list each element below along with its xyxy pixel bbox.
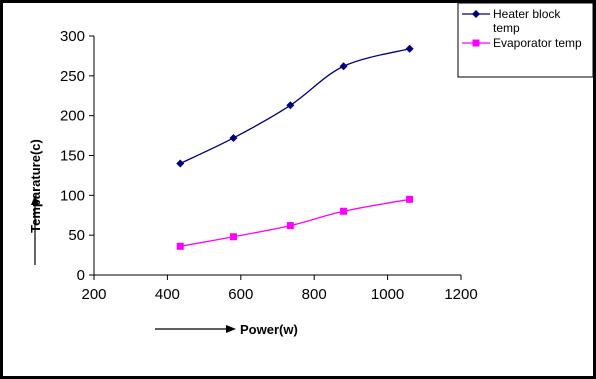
series-2 bbox=[176, 195, 414, 250]
y-tick-label: 50 bbox=[68, 227, 85, 244]
data-point bbox=[339, 62, 348, 71]
tick-marks bbox=[89, 35, 462, 280]
y-tick-label: 100 bbox=[60, 187, 85, 204]
x-tick-label: 600 bbox=[228, 286, 253, 303]
series-line bbox=[179, 48, 410, 165]
data-point bbox=[176, 159, 185, 168]
data-point bbox=[286, 222, 294, 230]
legend-label: Evaporator temp bbox=[493, 36, 582, 50]
data-point bbox=[286, 101, 295, 110]
y-axis-arrow-head bbox=[31, 195, 39, 205]
x-tick-label: 1200 bbox=[444, 286, 477, 303]
x-tick-label: 200 bbox=[81, 286, 106, 303]
y-axis-title-group: Temparature(c) bbox=[28, 139, 43, 265]
y-tick-label: 150 bbox=[60, 148, 85, 165]
data-point bbox=[405, 44, 414, 53]
series bbox=[176, 44, 414, 250]
y-tick-label: 0 bbox=[77, 267, 85, 284]
legend-entry: Evaporator temp bbox=[462, 36, 582, 50]
data-point bbox=[176, 242, 184, 250]
series-1 bbox=[176, 44, 414, 168]
x-axis-title-group: Power(w) bbox=[155, 322, 298, 337]
x-tick-label: 800 bbox=[302, 286, 327, 303]
x-tick-label: 400 bbox=[155, 286, 180, 303]
data-point bbox=[406, 195, 414, 203]
legend-label: temp bbox=[493, 21, 520, 35]
legend-box bbox=[457, 2, 594, 78]
x-tick-label: 1000 bbox=[371, 286, 404, 303]
legend-marker bbox=[472, 39, 480, 47]
y-tick-label: 250 bbox=[60, 68, 85, 85]
series-line bbox=[180, 198, 410, 247]
axes bbox=[93, 36, 461, 276]
data-point bbox=[340, 207, 348, 215]
tick-labels: 0 50 100 150 200 250 300 200 400 600 800 1000 1200 bbox=[60, 28, 478, 303]
y-axis-title: Temparature(c) bbox=[28, 139, 43, 233]
x-axis-arrow-head bbox=[226, 325, 236, 333]
y-tick-label: 200 bbox=[60, 108, 85, 125]
data-point bbox=[229, 133, 238, 142]
y-tick-label: 300 bbox=[60, 28, 85, 45]
legend-label: Heater block bbox=[493, 7, 561, 21]
data-point bbox=[229, 233, 237, 241]
x-axis-title: Power(w) bbox=[240, 322, 298, 337]
legend-marker bbox=[472, 10, 480, 18]
